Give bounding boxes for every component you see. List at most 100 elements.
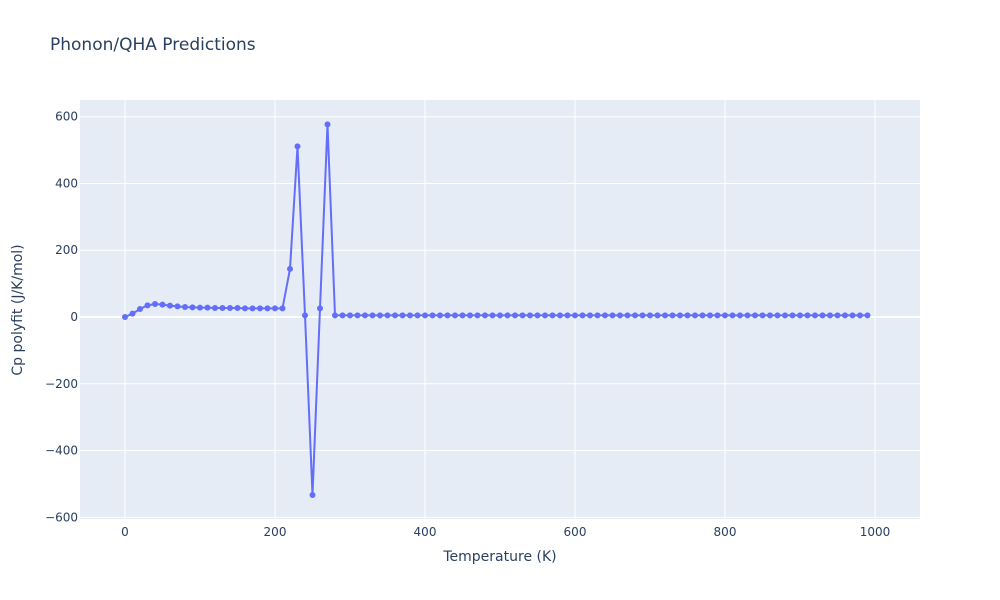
- data-point[interactable]: [204, 304, 211, 311]
- data-point[interactable]: [774, 312, 781, 319]
- data-point[interactable]: [782, 312, 788, 319]
- data-point[interactable]: [144, 302, 151, 309]
- data-point[interactable]: [804, 312, 811, 319]
- data-point[interactable]: [309, 491, 316, 498]
- data-point[interactable]: [152, 300, 158, 307]
- data-point[interactable]: [407, 312, 413, 319]
- data-point[interactable]: [722, 312, 728, 319]
- data-point[interactable]: [684, 312, 691, 319]
- data-point[interactable]: [699, 312, 706, 319]
- data-point[interactable]: [587, 312, 593, 319]
- data-point[interactable]: [542, 312, 548, 319]
- data-point[interactable]: [864, 312, 871, 319]
- data-point[interactable]: [332, 312, 338, 319]
- data-point[interactable]: [452, 312, 458, 319]
- data-point[interactable]: [527, 312, 533, 319]
- data-point[interactable]: [392, 312, 398, 319]
- data-point[interactable]: [354, 312, 361, 319]
- data-point[interactable]: [197, 304, 203, 311]
- data-point[interactable]: [377, 312, 383, 319]
- data-point[interactable]: [744, 312, 751, 319]
- data-point[interactable]: [549, 312, 556, 319]
- data-point[interactable]: [662, 312, 668, 319]
- data-point[interactable]: [497, 312, 503, 319]
- data-point[interactable]: [482, 312, 488, 319]
- data-point[interactable]: [302, 312, 308, 319]
- data-point[interactable]: [459, 312, 466, 319]
- data-point[interactable]: [234, 304, 241, 311]
- data-point[interactable]: [467, 312, 473, 319]
- data-point[interactable]: [519, 312, 526, 319]
- data-point[interactable]: [707, 312, 713, 319]
- data-point[interactable]: [362, 312, 368, 319]
- data-point[interactable]: [369, 312, 376, 319]
- data-point[interactable]: [849, 312, 856, 319]
- data-point[interactable]: [212, 304, 218, 311]
- data-point[interactable]: [729, 312, 736, 319]
- data-point[interactable]: [789, 312, 796, 319]
- data-point[interactable]: [669, 312, 676, 319]
- data-point[interactable]: [842, 312, 848, 319]
- data-point[interactable]: [219, 304, 226, 311]
- data-point[interactable]: [609, 312, 616, 319]
- data-point[interactable]: [422, 312, 428, 319]
- data-point[interactable]: [639, 312, 646, 319]
- data-point[interactable]: [759, 312, 766, 319]
- data-point[interactable]: [677, 312, 683, 319]
- data-point[interactable]: [534, 312, 541, 319]
- data-point[interactable]: [692, 312, 698, 319]
- data-point[interactable]: [137, 305, 143, 312]
- data-point[interactable]: [504, 312, 511, 319]
- data-point[interactable]: [264, 305, 271, 312]
- data-point[interactable]: [857, 312, 863, 319]
- data-point[interactable]: [399, 312, 406, 319]
- data-point[interactable]: [182, 303, 188, 310]
- data-point[interactable]: [339, 312, 346, 319]
- data-point[interactable]: [579, 312, 586, 319]
- data-point[interactable]: [294, 143, 301, 150]
- data-point[interactable]: [159, 301, 166, 308]
- data-point[interactable]: [122, 314, 128, 321]
- data-point[interactable]: [242, 305, 248, 312]
- data-point[interactable]: [752, 312, 758, 319]
- data-point[interactable]: [167, 302, 173, 309]
- data-point[interactable]: [827, 312, 833, 319]
- data-point[interactable]: [174, 303, 181, 310]
- data-point[interactable]: [129, 310, 136, 317]
- data-point[interactable]: [564, 312, 571, 319]
- data-point[interactable]: [474, 312, 481, 319]
- data-point[interactable]: [384, 312, 391, 319]
- data-point[interactable]: [834, 312, 841, 319]
- data-point[interactable]: [414, 312, 421, 319]
- data-point[interactable]: [557, 312, 563, 319]
- data-point[interactable]: [437, 312, 443, 319]
- data-point[interactable]: [737, 312, 743, 319]
- data-point[interactable]: [272, 305, 278, 312]
- data-point[interactable]: [602, 312, 608, 319]
- data-point[interactable]: [797, 312, 803, 319]
- data-point[interactable]: [617, 312, 623, 319]
- data-point[interactable]: [572, 312, 578, 319]
- data-point[interactable]: [189, 304, 196, 311]
- data-point[interactable]: [317, 305, 323, 312]
- data-point[interactable]: [489, 312, 496, 319]
- data-point[interactable]: [654, 312, 661, 319]
- data-point[interactable]: [512, 312, 518, 319]
- data-point[interactable]: [624, 312, 631, 319]
- data-point[interactable]: [249, 305, 256, 312]
- data-point[interactable]: [812, 312, 818, 319]
- data-point[interactable]: [227, 304, 233, 311]
- data-point[interactable]: [632, 312, 638, 319]
- data-point[interactable]: [279, 305, 286, 312]
- data-point[interactable]: [287, 265, 293, 272]
- data-point[interactable]: [444, 312, 451, 319]
- data-point[interactable]: [819, 312, 826, 319]
- data-point[interactable]: [429, 312, 436, 319]
- data-point[interactable]: [714, 312, 721, 319]
- data-point[interactable]: [324, 121, 331, 128]
- data-point[interactable]: [647, 312, 653, 319]
- data-point[interactable]: [594, 312, 601, 319]
- data-point[interactable]: [257, 305, 263, 312]
- data-point[interactable]: [767, 312, 773, 319]
- data-point[interactable]: [347, 312, 353, 319]
